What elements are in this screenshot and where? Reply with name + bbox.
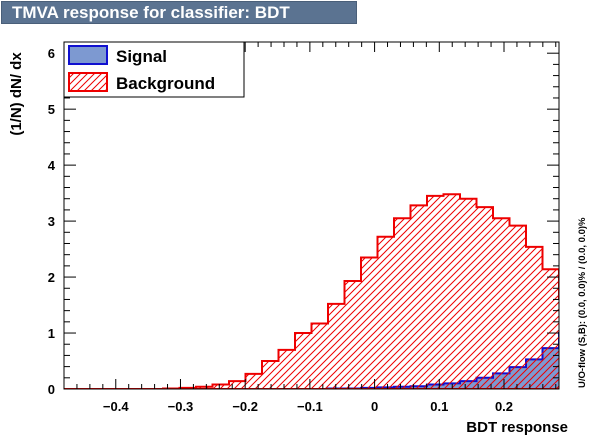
- y-tick-label: 3: [48, 214, 55, 229]
- bar-background-27: [510, 226, 527, 389]
- x-tick-label: 0.2: [495, 399, 513, 414]
- y-tick-label: 2: [48, 270, 55, 285]
- legend-swatch-signal: [68, 45, 108, 65]
- bar-background-15: [312, 324, 329, 389]
- overflow-note: U/O-flow (S,B): (0.0, 0.0)% / (0.0, 0.0)…: [577, 217, 588, 388]
- axes: −0.4 −0.3 −0.2 −0.1 0 0.1 0.2 0 1 2 3 4 5 6: [48, 42, 559, 414]
- y-tick-label: 1: [48, 326, 55, 341]
- x-tick-label: −0.3: [168, 399, 194, 414]
- bar-background-30: [559, 298, 576, 389]
- bar-background-16: [328, 304, 345, 389]
- bar-background-21: [411, 205, 428, 389]
- bar-background-24: [460, 199, 477, 389]
- series-background-outline: [64, 193, 559, 389]
- bar-background-13: [279, 350, 296, 389]
- x-tick-label: −0.2: [232, 399, 258, 414]
- x-tick-label: −0.4: [103, 399, 129, 414]
- bar-background-9: [213, 385, 230, 389]
- series-layer: [64, 193, 598, 389]
- y-tick-label: 5: [48, 102, 55, 117]
- chart-title: TMVA response for classifier: BDT: [12, 3, 290, 22]
- bar-background-23: [444, 194, 461, 389]
- bar-background-25: [477, 207, 494, 389]
- x-axis-label: BDT response: [466, 419, 568, 436]
- bar-signal-30: [559, 333, 576, 389]
- legend: Signal Background: [63, 41, 245, 98]
- legend-label-signal: Signal: [116, 47, 167, 66]
- bar-background-12: [262, 361, 279, 389]
- bar-signal-32: [592, 292, 598, 389]
- plot-frame: [63, 41, 560, 390]
- bar-background-26: [493, 218, 510, 389]
- bar-background-19: [378, 237, 395, 389]
- y-tick-label: 0: [48, 382, 55, 397]
- x-tick-label: 0: [371, 399, 378, 414]
- x-tick-label: 0.1: [430, 399, 448, 414]
- bar-background-10: [229, 381, 246, 389]
- y-axis-label: (1/N) dN/ dx: [8, 52, 25, 136]
- bar-background-14: [295, 333, 312, 389]
- legend-label-background: Background: [116, 74, 215, 93]
- y-tick-label: 6: [48, 46, 55, 61]
- legend-swatch-background: [68, 72, 108, 92]
- bar-background-18: [361, 257, 378, 389]
- bar-background-20: [394, 218, 411, 389]
- bar-background-22: [427, 196, 444, 389]
- bar-background-17: [345, 281, 362, 389]
- x-tick-label: −0.1: [297, 399, 323, 414]
- bar-background-32: [592, 340, 598, 389]
- chart-title-box: TMVA response for classifier: BDT: [1, 1, 357, 24]
- bar-background-28: [526, 247, 543, 389]
- bar-background-29: [543, 269, 560, 389]
- bar-background-11: [246, 374, 263, 389]
- y-tick-label: 4: [48, 158, 56, 173]
